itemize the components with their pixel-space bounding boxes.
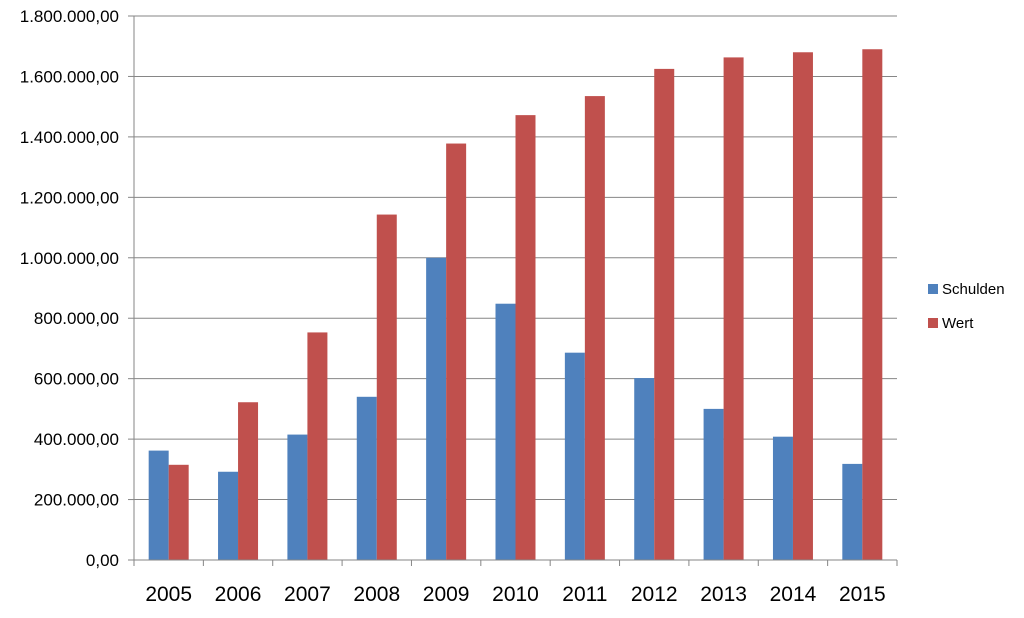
x-tick-label: 2014 (770, 583, 817, 606)
bar-schulden-2010 (495, 303, 516, 560)
y-tick-label: 400.000,00 (34, 430, 119, 449)
legend-label-wert: Wert (942, 315, 974, 332)
x-tick-label: 2009 (423, 583, 470, 606)
y-tick-label: 800.000,00 (34, 309, 119, 328)
bar-schulden-2014 (772, 436, 793, 560)
bar-schulden-2009 (426, 257, 447, 560)
y-tick-label: 1.200.000,00 (20, 188, 119, 207)
x-tick-label: 2010 (492, 583, 539, 606)
axes (128, 15, 898, 566)
bar-schulden-2008 (356, 396, 377, 560)
bar-schulden-2006 (218, 471, 239, 560)
bar-wert-2009 (446, 143, 467, 560)
y-axis-tick-labels: 0,00 200.000,00 400.000,00 600.000,00 800.00… (20, 7, 119, 570)
legend: Schulden Wert (928, 281, 1005, 332)
bar-schulden-2015 (842, 463, 863, 560)
legend-swatch-wert (928, 318, 938, 328)
bar-wert-2013 (723, 57, 744, 560)
bar-schulden-2012 (634, 378, 655, 560)
bar-schulden-2011 (564, 352, 585, 560)
x-tick-label: 2011 (562, 583, 607, 606)
bar-schulden-2013 (703, 408, 724, 560)
bar-wert-2005 (168, 464, 189, 560)
bar-wert-2015 (862, 49, 883, 560)
bar-wert-2006 (238, 402, 259, 560)
bar-schulden-2007 (287, 434, 308, 560)
bar-wert-2011 (584, 96, 605, 560)
bar-wert-2007 (307, 332, 328, 560)
y-tick-label: 1.000.000,00 (20, 249, 119, 268)
y-tick-label: 600.000,00 (34, 370, 119, 389)
y-tick-label: 1.400.000,00 (20, 128, 119, 147)
x-tick-label: 2007 (284, 583, 331, 606)
legend-swatch-schulden (928, 284, 938, 294)
y-tick-label: 0,00 (86, 551, 119, 570)
y-tick-label: 1.600.000,00 (20, 67, 119, 86)
bar-wert-2012 (654, 68, 675, 560)
bar-schulden-2005 (148, 450, 169, 560)
y-tick-label: 200.000,00 (34, 491, 119, 510)
y-tick-label: 1.800.000,00 (20, 7, 119, 26)
legend-label-schulden: Schulden (942, 281, 1005, 298)
x-tick-label: 2006 (215, 583, 262, 606)
x-tick-label: 2015 (839, 583, 886, 606)
bar-wert-2008 (376, 214, 397, 560)
bar-wert-2010 (515, 115, 536, 560)
bar-wert-2014 (792, 52, 813, 561)
x-axis-tick-labels: 2005 2006 2007 2008 2009 2010 2011 2012 2013 2014… (145, 583, 885, 606)
x-tick-label: 2005 (145, 583, 192, 606)
x-tick-label: 2013 (700, 583, 747, 606)
x-tick-label: 2012 (631, 583, 678, 606)
bars (148, 49, 883, 561)
x-tick-label: 2008 (353, 583, 400, 606)
